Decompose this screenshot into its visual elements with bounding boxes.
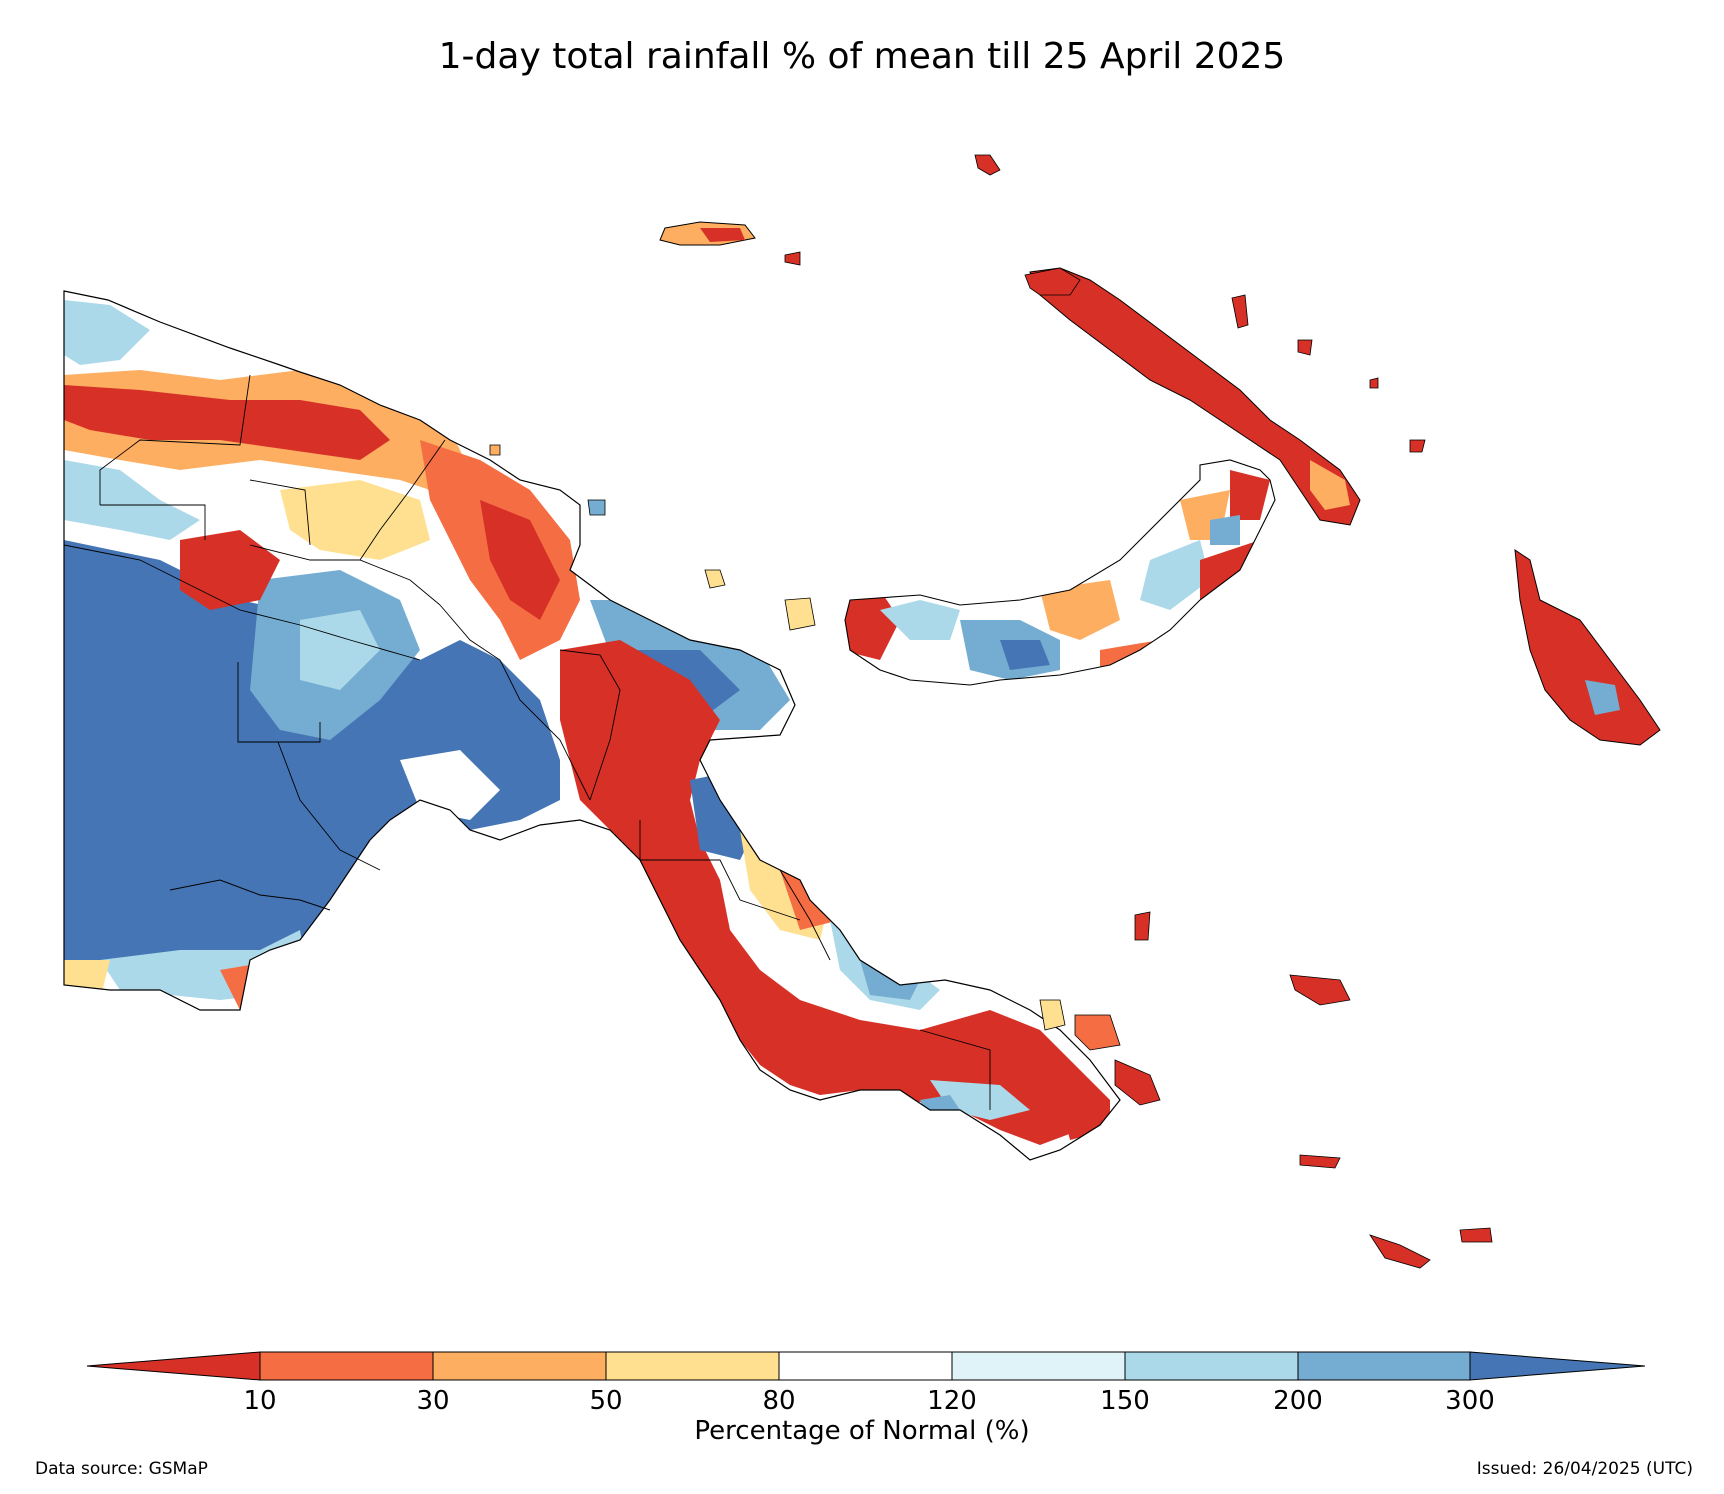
umboi-island xyxy=(784,597,816,631)
new-britain-rainfall xyxy=(845,460,1275,685)
colorbar-tick: 200 xyxy=(1273,1386,1323,1416)
mussau-island xyxy=(974,154,1001,176)
colorbar-segment-80-120 xyxy=(778,1351,953,1381)
colorbar-segment-200-300 xyxy=(1297,1351,1471,1381)
issued-date-note: Issued: 26/04/2025 (UTC) xyxy=(1476,1459,1693,1479)
fergusson-island xyxy=(1074,1014,1121,1051)
misima-island xyxy=(1299,1154,1341,1169)
feni-islet xyxy=(1409,439,1426,453)
colorbar-tick: 120 xyxy=(927,1386,977,1416)
new-hanover xyxy=(1024,267,1081,296)
colorbar-tick: 50 xyxy=(589,1386,623,1416)
rossel-island xyxy=(1459,1227,1493,1243)
new-ireland xyxy=(1029,267,1361,526)
colorbar-tick: 30 xyxy=(416,1386,450,1416)
normanby-island xyxy=(1114,1059,1161,1106)
colorbar-tick: 80 xyxy=(762,1386,796,1416)
province-borders xyxy=(63,374,991,1110)
colorbar-segment-120-150 xyxy=(951,1351,1126,1381)
colorbar-segment-30-50 xyxy=(432,1351,607,1381)
colorbar-segment-50-80 xyxy=(605,1351,780,1381)
colorbar-tick: 150 xyxy=(1100,1386,1150,1416)
colorbar xyxy=(86,1351,1646,1381)
bougainville xyxy=(1514,548,1661,746)
map-title: 1-day total rainfall % of mean till 25 A… xyxy=(438,36,1286,77)
colorbar-extend-low xyxy=(86,1351,261,1381)
goodenough-island xyxy=(1039,999,1066,1031)
colorbar-extend-high xyxy=(1469,1351,1646,1381)
tanga-islet xyxy=(1369,377,1379,389)
colorbar-segment-10-30 xyxy=(259,1351,434,1381)
tagula-island xyxy=(1369,1234,1431,1269)
manus-islet xyxy=(784,251,801,266)
colorbar-tick: 10 xyxy=(243,1386,277,1416)
mainland-rainfall xyxy=(64,291,1120,1160)
schouten-islet xyxy=(489,444,501,456)
karkar-island xyxy=(704,569,726,589)
tabar-island xyxy=(1231,294,1249,329)
lihir-island xyxy=(1297,339,1313,356)
kiriwina-island xyxy=(1134,911,1151,941)
new-ireland-inner xyxy=(1310,460,1350,510)
bougainville-wet xyxy=(1585,680,1620,715)
fly-river xyxy=(169,879,331,911)
colorbar-segment-150-200 xyxy=(1124,1351,1299,1381)
data-source-note: Data source: GSMaP xyxy=(35,1459,208,1479)
colorbar-label: Percentage of Normal (%) xyxy=(694,1416,1030,1446)
mainland-coastline xyxy=(63,290,1121,1161)
new-britain-coastline xyxy=(844,459,1276,686)
manus-east xyxy=(700,228,745,242)
colorbar-tick: 300 xyxy=(1445,1386,1495,1416)
long-island xyxy=(587,499,606,516)
woodlark-island xyxy=(1289,974,1351,1006)
